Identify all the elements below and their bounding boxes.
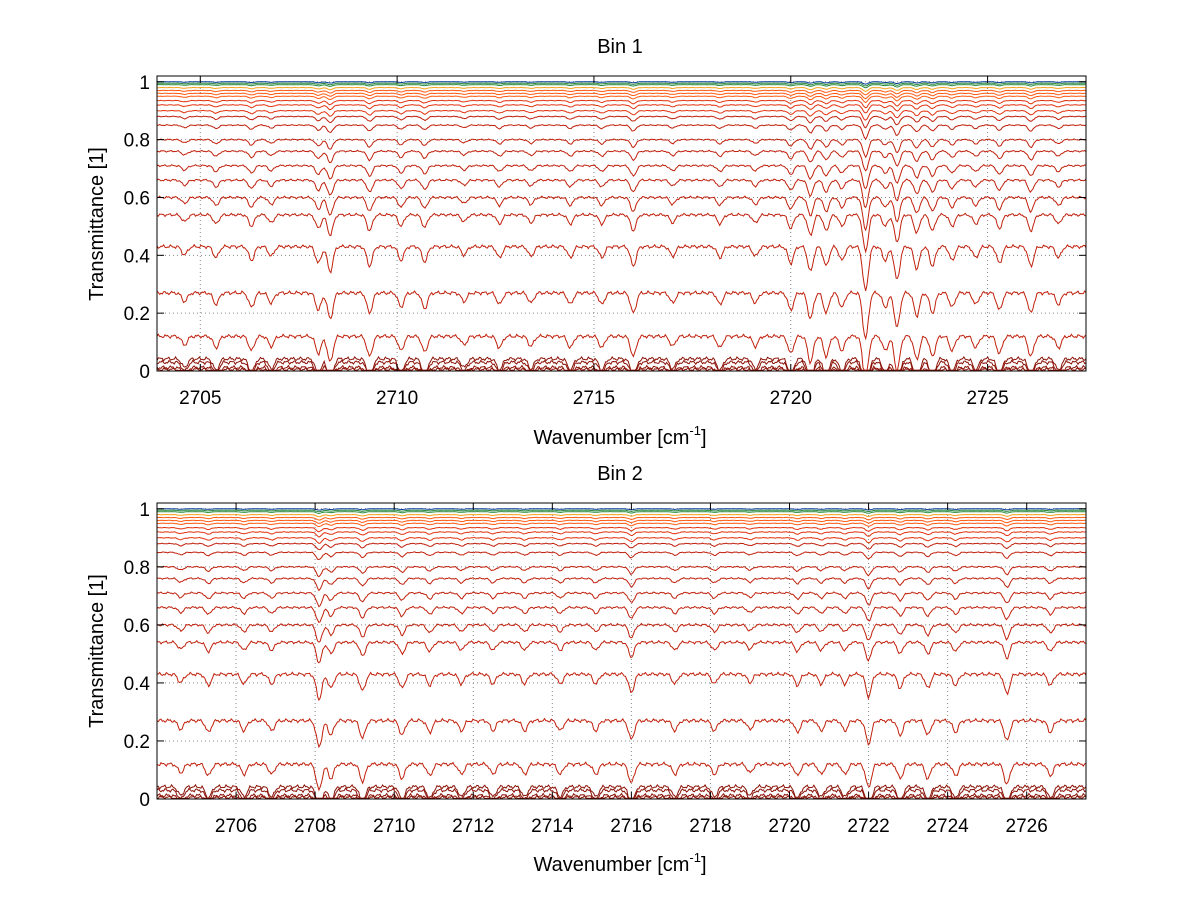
y-tick-label: 0 [139, 790, 150, 811]
y-tick-label: 0.2 [124, 732, 150, 753]
spectrum-curve [156, 536, 1087, 544]
x-tick-label: 2708 [294, 816, 336, 837]
spectrum-curve [156, 138, 1087, 159]
spectrum-curve [157, 86, 1086, 92]
spectrum-curve [156, 717, 1087, 749]
spectrum-curve [156, 163, 1087, 190]
bin-2-panel: Bin 2 2706 2708 2710 2712 2714 2716 2718 2720 27… [86, 463, 1087, 876]
spectrum-curve [156, 522, 1087, 528]
x-tick-label: 2720 [768, 816, 810, 837]
bin-1-axes-box [156, 75, 1087, 372]
x-tick-label: 2716 [610, 816, 652, 837]
spectrum-curve [156, 605, 1087, 624]
spectrum-curve [156, 565, 1087, 578]
x-tick-label: 2714 [531, 816, 574, 837]
x-tick-label: 2720 [770, 388, 812, 409]
x-tick-label: 2726 [1006, 816, 1048, 837]
spectrum-curve [156, 124, 1087, 140]
spectrum-curve [156, 542, 1087, 551]
x-tick-label: 2706 [215, 816, 257, 837]
x-tick-label: 2722 [847, 816, 889, 837]
spectrum-curve [156, 671, 1087, 702]
spectrum-curve [156, 513, 1087, 518]
spectrum-curve [156, 526, 1087, 533]
bin-2-axes-box [156, 502, 1087, 800]
y-tick-label: 1 [139, 73, 150, 94]
spectrum-curve [156, 576, 1087, 592]
bin-1-curves [156, 81, 1087, 372]
spectrum-curve [156, 783, 1087, 800]
spectrum-curve [156, 516, 1086, 521]
y-tick-label: 0.2 [124, 304, 150, 325]
bin-2-title: Bin 2 [597, 463, 643, 485]
y-tick-label: 0.6 [124, 616, 150, 637]
x-tick-label: 2718 [689, 816, 731, 837]
spectrum-curve [156, 508, 1087, 511]
spectrum-curve [156, 355, 1087, 372]
spectrum-curve [156, 212, 1087, 254]
spectrum-curve [156, 761, 1087, 792]
spectrum-curve [156, 82, 1086, 87]
spectrum-curve [156, 83, 1087, 89]
spectrum-curve [156, 591, 1087, 608]
bin-2-ticks: 2706 2708 2710 2712 2714 2716 2718 2720 2722 2724… [124, 500, 1086, 837]
spectrum-curve [157, 95, 1086, 104]
x-tick-label: 2725 [966, 388, 1008, 409]
bin-1-panel: Bin 1 2705 2710 2715 2720 2725 0 0.2 0.4 0.6 0.8 1… [86, 36, 1087, 449]
spectrum-curve [157, 109, 1087, 121]
bin-1-title: Bin 1 [597, 36, 643, 58]
spectrum-curve [156, 195, 1087, 232]
x-tick-label: 2724 [926, 816, 969, 837]
spectrum-curve [156, 92, 1086, 100]
spectrum-curve [156, 99, 1087, 109]
x-tick-label: 2712 [452, 816, 494, 837]
bin-1-xlabel: Wavenumber [cm-1] [533, 423, 706, 449]
x-tick-label: 2710 [376, 388, 418, 409]
y-tick-label: 0.8 [124, 558, 150, 579]
bin-2-ylabel: Transmittance [1] [86, 574, 108, 728]
spectrum-curve [156, 787, 1087, 800]
spectrum-curve [156, 149, 1087, 172]
spectrum-curve [156, 243, 1087, 292]
bin-1-ylabel: Transmittance [1] [86, 147, 108, 301]
spectrum-curve [156, 333, 1087, 372]
spectrum-curve [156, 519, 1086, 524]
spectrum-curve [156, 289, 1087, 341]
y-tick-label: 0.4 [124, 246, 151, 267]
y-tick-label: 0 [139, 362, 150, 383]
spectrum-curve [156, 178, 1087, 209]
y-tick-label: 0.8 [124, 131, 150, 152]
spectrum-curve [156, 622, 1087, 643]
y-tick-label: 0.4 [124, 674, 151, 695]
y-tick-label: 1 [139, 500, 150, 521]
spectrum-curve [156, 639, 1087, 664]
x-tick-label: 2715 [573, 388, 615, 409]
spectrum-curve [156, 89, 1086, 96]
spectrum-curve [157, 81, 1087, 85]
x-tick-label: 2705 [179, 388, 221, 409]
spectrum-curve [156, 115, 1087, 129]
spectrum-curve [156, 511, 1087, 515]
bin-1-ticks: 2705 2710 2715 2720 2725 0 0.2 0.4 0.6 0.8 1 [124, 73, 1086, 409]
y-tick-label: 0.6 [124, 188, 150, 209]
bin-2-curves [156, 508, 1087, 800]
spectrum-curve [156, 551, 1087, 561]
spectrum-curve [156, 104, 1087, 114]
spectrum-curve [156, 509, 1087, 513]
bin-2-xlabel: Wavenumber [cm-1] [533, 850, 706, 876]
x-tick-label: 2710 [373, 816, 415, 837]
spectrum-curve [156, 531, 1087, 538]
